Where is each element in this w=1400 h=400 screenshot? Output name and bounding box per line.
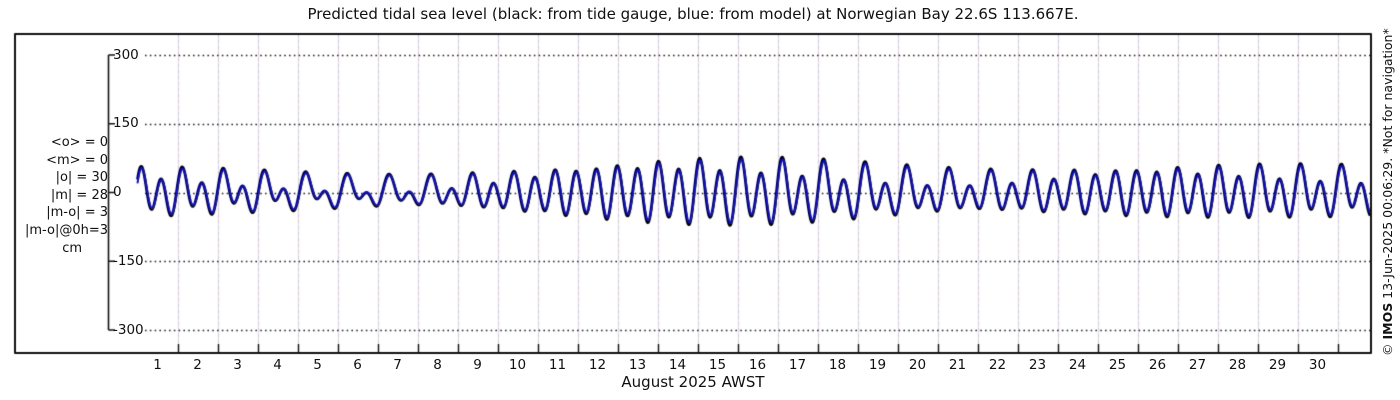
x-tick-label: 5 [313,357,322,373]
x-tick-label: 25 [1108,357,1127,373]
x-tick-label: 4 [273,357,282,373]
x-tick-label: 11 [548,357,567,373]
x-tick-label: 2 [193,357,202,373]
x-tick-label: 6 [353,357,362,373]
x-tick-label: 24 [1068,357,1087,373]
x-tick-label: 28 [1228,357,1247,373]
x-tick-label: 27 [1188,357,1207,373]
y-tick-label: -150 [113,252,144,269]
y-tick-label: -300 [113,321,144,338]
stat-obs-mean: <o> = 0 [50,135,108,150]
stat-model-abs: |m| = 28 [50,187,108,203]
x-tick-label: 8 [433,357,442,373]
y-tick-label: 0 [113,184,122,200]
stat-diff-abs: |m-o| = 3 [46,205,108,221]
x-tick-label: 29 [1268,357,1287,373]
x-tick-label: 26 [1148,357,1167,373]
stat-unit: cm [62,240,82,256]
x-tick-label: 30 [1308,357,1327,373]
x-tick-label: 7 [393,357,402,373]
copyright-symbol: © [1380,339,1395,357]
chart-title: Predicted tidal sea level (black: from t… [307,5,1079,23]
x-tick-label: 1 [153,357,162,373]
x-tick-label: 23 [1028,357,1047,373]
x-tick-label: 12 [588,357,607,373]
x-tick-label: 22 [988,357,1007,373]
stat-model-mean: <m> = 0 [46,152,108,168]
x-tick-label: 14 [668,357,687,373]
x-tick-label: 16 [748,357,767,373]
stat-obs-abs: |o| = 30 [55,170,108,186]
imos-logo-text: IMOS [1380,302,1395,340]
watermark-text: 13-Jun-2025 00:06:29. *Not for navigatio… [1380,28,1395,303]
copyright-watermark: © IMOS 13-Jun-2025 00:06:29. *Not for na… [1380,10,1395,356]
y-tick-label: 300 [113,46,139,63]
x-tick-label: 3 [233,357,242,373]
stat-diff-0h: |m-o|@0h=3 [25,222,108,238]
x-tick-label: 13 [628,357,647,373]
x-tick-label: 20 [908,357,927,373]
y-tick-label: 150 [113,115,139,132]
x-tick-label: 9 [473,357,482,373]
x-tick-label: 19 [868,357,887,373]
x-axis-title: August 2025 AWST [621,373,765,391]
x-tick-label: 21 [948,357,967,373]
stats-block: <o> = 0 <m> = 0 |o| = 30 |m| = 28 |m-o| … [14,134,108,257]
x-tick-label: 15 [708,357,727,373]
x-tick-label: 17 [788,357,807,373]
x-tick-label: 18 [828,357,847,373]
x-tick-label: 10 [508,357,527,373]
